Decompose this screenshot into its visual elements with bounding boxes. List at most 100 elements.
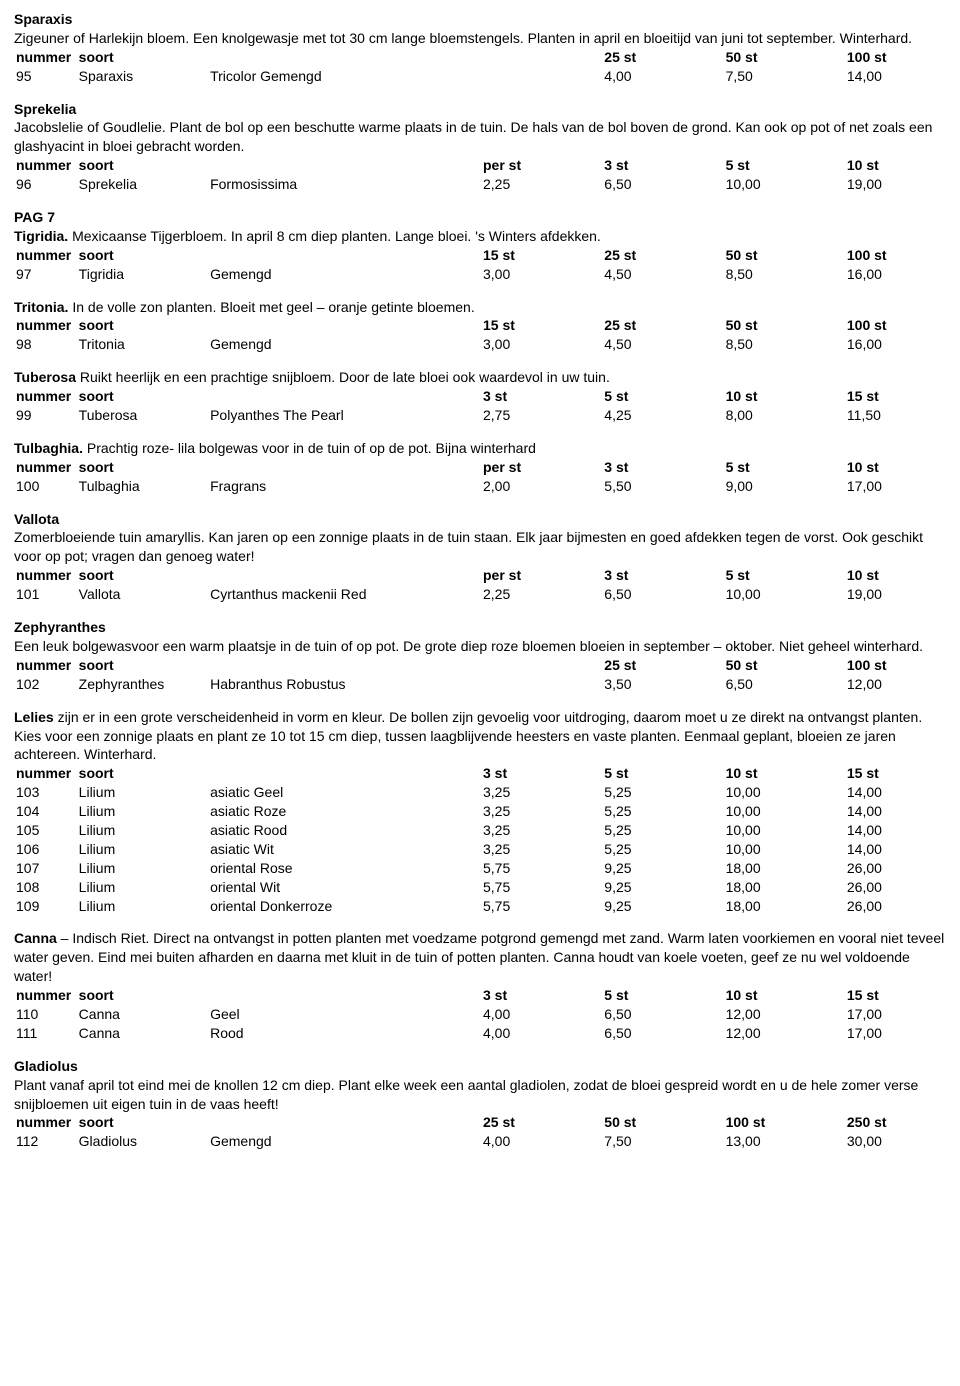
cell-soort: Gladiolus — [77, 1132, 208, 1151]
cell-price: 11,50 — [845, 406, 946, 425]
cell-price: 14,00 — [845, 821, 946, 840]
col-nummer: nummer — [14, 986, 77, 1005]
section-title: Gladiolus — [14, 1057, 946, 1076]
cell-num: 102 — [14, 675, 77, 694]
table-header-row: nummersoort3 st5 st10 st15 st — [14, 764, 946, 783]
cell-price: 4,25 — [602, 406, 723, 425]
cell-soort: Lilium — [77, 802, 208, 821]
section: ZephyranthesEen leuk bolgewasvoor een wa… — [14, 618, 946, 694]
cell-variety: Fragrans — [208, 477, 481, 496]
table-row: 103Liliumasiatic Geel3,255,2510,0014,00 — [14, 783, 946, 802]
col-qty-header: 5 st — [724, 566, 845, 585]
cell-price: 30,00 — [845, 1132, 946, 1151]
cell-num: 95 — [14, 67, 77, 86]
cell-price: 9,00 — [724, 477, 845, 496]
cell-price: 19,00 — [845, 175, 946, 194]
cell-price: 12,00 — [845, 675, 946, 694]
cell-price: 5,25 — [602, 783, 723, 802]
col-qty-header: 15 st — [845, 387, 946, 406]
cell-num: 106 — [14, 840, 77, 859]
section-desc: Ruikt heerlijk en een prachtige snijbloe… — [76, 369, 610, 385]
col-variety-header — [208, 458, 481, 477]
col-qty-header: 15 st — [845, 764, 946, 783]
col-qty-header: 5 st — [724, 156, 845, 175]
table-row: 107Liliumoriental Rose5,759,2518,0026,00 — [14, 859, 946, 878]
table-row: 109Liliumoriental Donkerroze5,759,2518,0… — [14, 897, 946, 916]
col-filler — [481, 48, 602, 67]
price-table: nummersoort25 st50 st100 st95SparaxisTri… — [14, 48, 946, 86]
table-row: 101VallotaCyrtanthus mackenii Red2,256,5… — [14, 585, 946, 604]
col-qty-header: 5 st — [602, 387, 723, 406]
col-qty-header: 5 st — [602, 986, 723, 1005]
col-qty-header: 15 st — [481, 246, 602, 265]
cell-num: 104 — [14, 802, 77, 821]
cell-num: 103 — [14, 783, 77, 802]
cell-price: 9,25 — [602, 897, 723, 916]
col-variety-header — [208, 656, 481, 675]
cell-variety: asiatic Geel — [208, 783, 481, 802]
cell-price: 5,75 — [481, 878, 602, 897]
cell-price: 4,00 — [602, 67, 723, 86]
section-desc: zijn er in een grote verscheidenheid in … — [14, 709, 922, 763]
cell-soort: Tulbaghia — [77, 477, 208, 496]
col-nummer: nummer — [14, 387, 77, 406]
col-nummer: nummer — [14, 246, 77, 265]
cell-price: 5,50 — [602, 477, 723, 496]
cell-price: 19,00 — [845, 585, 946, 604]
cell-price: 18,00 — [724, 859, 845, 878]
table-row: 112GladiolusGemengd4,007,5013,0030,00 — [14, 1132, 946, 1151]
col-qty-header: 3 st — [602, 156, 723, 175]
cell-price: 4,50 — [602, 265, 723, 284]
section-intro: Tulbaghia. Prachtig roze- lila bolgewas … — [14, 439, 946, 458]
cell-variety: asiatic Wit — [208, 840, 481, 859]
col-variety-header — [208, 48, 481, 67]
table-header-row: nummersoort3 st5 st10 st15 st — [14, 387, 946, 406]
col-qty-header: 25 st — [602, 316, 723, 335]
section: VallotaZomerbloeiende tuin amaryllis. Ka… — [14, 510, 946, 604]
col-qty-header: per st — [481, 156, 602, 175]
cell-price: 16,00 — [845, 265, 946, 284]
cell-price: 10,00 — [724, 802, 845, 821]
col-qty-header: 5 st — [602, 764, 723, 783]
cell-variety: asiatic Roze — [208, 802, 481, 821]
cell-num: 112 — [14, 1132, 77, 1151]
cell-price: 10,00 — [724, 783, 845, 802]
cell-price: 18,00 — [724, 878, 845, 897]
section-title: Vallota — [14, 510, 946, 529]
cell-num: 97 — [14, 265, 77, 284]
cell-price: 5,75 — [481, 859, 602, 878]
col-soort: soort — [77, 986, 208, 1005]
table-header-row: nummersoort25 st50 st100 st — [14, 656, 946, 675]
price-table: nummersoort3 st5 st10 st15 st103Liliumas… — [14, 764, 946, 915]
section-desc: Mexicaanse Tijgerbloem. In april 8 cm di… — [68, 228, 601, 244]
col-qty-header: 3 st — [602, 566, 723, 585]
cell-price: 2,00 — [481, 477, 602, 496]
col-qty-header: 15 st — [481, 316, 602, 335]
section: SparaxisZigeuner of Harlekijn bloem. Een… — [14, 10, 946, 86]
col-nummer: nummer — [14, 48, 77, 67]
col-variety-header — [208, 986, 481, 1005]
section: PAG 7Tigridia. Mexicaanse Tijgerbloem. I… — [14, 208, 946, 284]
col-nummer: nummer — [14, 656, 77, 675]
cell-num: 110 — [14, 1005, 77, 1024]
col-qty-header: 3 st — [481, 986, 602, 1005]
cell-soort: Lilium — [77, 821, 208, 840]
table-row: 98TritoniaGemengd3,004,508,5016,00 — [14, 335, 946, 354]
cell-price: 9,25 — [602, 878, 723, 897]
col-nummer: nummer — [14, 764, 77, 783]
col-soort: soort — [77, 1113, 208, 1132]
col-qty-header: 5 st — [724, 458, 845, 477]
price-table: nummersoort3 st5 st10 st15 st99TuberosaP… — [14, 387, 946, 425]
section-desc: Zomerbloeiende tuin amaryllis. Kan jaren… — [14, 528, 946, 566]
col-soort: soort — [77, 387, 208, 406]
col-qty-header: 50 st — [724, 246, 845, 265]
cell-price: 10,00 — [724, 175, 845, 194]
table-header-row: nummersoortper st3 st5 st10 st — [14, 458, 946, 477]
section-intro: Canna – Indisch Riet. Direct na ontvangs… — [14, 929, 946, 986]
table-row: 111CannaRood4,006,5012,0017,00 — [14, 1024, 946, 1043]
cell-num: 96 — [14, 175, 77, 194]
cell-num: 99 — [14, 406, 77, 425]
price-table: nummersoortper st3 st5 st10 st96Sprekeli… — [14, 156, 946, 194]
col-variety-header — [208, 1113, 481, 1132]
cell-price: 8,50 — [724, 335, 845, 354]
